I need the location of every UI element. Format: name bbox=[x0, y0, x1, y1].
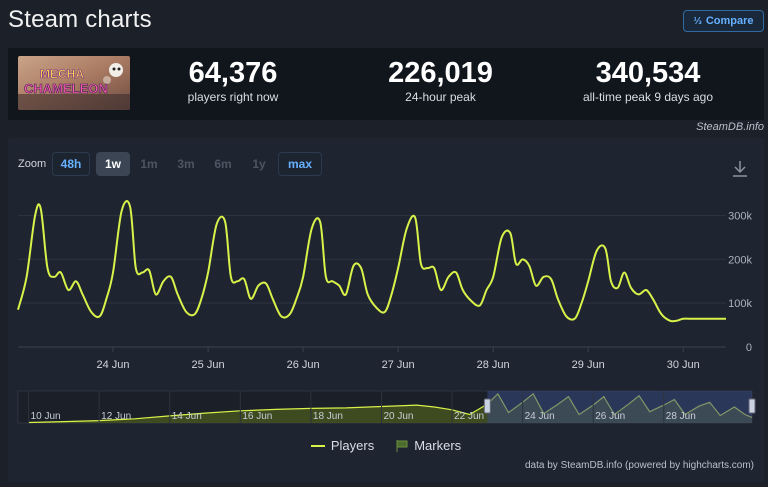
navigator-tick-label: 10 Jun bbox=[31, 411, 61, 422]
navigator-tick-label: 28 Jun bbox=[666, 411, 696, 422]
x-tick-label: 27 Jun bbox=[382, 359, 415, 371]
navigator-tick-label: 24 Jun bbox=[525, 411, 555, 422]
steamdb-credit[interactable]: SteamDB.info bbox=[696, 121, 764, 133]
navigator-selected-range[interactable] bbox=[487, 391, 752, 423]
page-title: Steam charts bbox=[8, 6, 152, 33]
stat-all-time-peak-value: 340,534 bbox=[595, 57, 701, 89]
zoom-1m-button: 1m bbox=[140, 157, 158, 171]
x-tick-label: 24 Jun bbox=[97, 359, 130, 371]
zoom-48h-button[interactable]: 48h bbox=[52, 152, 90, 176]
navigator-handle-left[interactable] bbox=[483, 398, 491, 414]
y-tick-label: 300k bbox=[728, 211, 752, 223]
zoom-1w-button[interactable]: 1w bbox=[96, 152, 130, 176]
legend-players[interactable]: Players bbox=[310, 438, 375, 453]
stat-current-label: players right now bbox=[187, 90, 279, 104]
game-logo[interactable]: MECHA CHAMELEON bbox=[18, 56, 130, 110]
flag-icon bbox=[396, 439, 408, 452]
x-tick-label: 30 Jun bbox=[667, 359, 700, 371]
stat-24h-peak: 226,019 24-hour peak bbox=[368, 56, 513, 104]
y-tick-label: 200k bbox=[728, 254, 752, 266]
download-icon[interactable] bbox=[732, 160, 748, 178]
legend-players-swatch bbox=[310, 444, 325, 447]
legend-markers[interactable]: Markers bbox=[396, 438, 461, 453]
navigator-tick-label: 12 Jun bbox=[101, 411, 131, 422]
players-series-line bbox=[17, 200, 726, 323]
y-tick-label: 100k bbox=[728, 298, 752, 310]
players-chart: 0 100k 200k 300k 24 Jun 25 Jun 26 Jun 27 Jun 28 … bbox=[17, 200, 756, 424]
zoom-3m-button: 3m bbox=[177, 157, 195, 171]
x-tick-label: 26 Jun bbox=[287, 359, 320, 371]
navigator-tick-label: 14 Jun bbox=[172, 411, 202, 422]
zoom-1y-button: 1y bbox=[252, 157, 266, 171]
navigator-tick-label: 20 Jun bbox=[383, 411, 413, 422]
chart-legend: Players Markers bbox=[8, 438, 764, 453]
navigator-tick-label: 16 Jun bbox=[242, 411, 272, 422]
navigator-tick-label: 18 Jun bbox=[313, 411, 343, 422]
compare-button[interactable]: ⅓ Compare bbox=[683, 10, 764, 32]
stat-all-time-peak-label: all-time peak 9 days ago bbox=[582, 90, 714, 104]
stat-current: 64,376 players right now bbox=[168, 56, 298, 104]
stat-24h-peak-value: 226,019 bbox=[388, 57, 493, 89]
svg-text:CHAMELEON: CHAMELEON bbox=[24, 81, 108, 96]
header: Steam charts ⅓ Compare bbox=[0, 0, 768, 44]
x-tick-label: 29 Jun bbox=[572, 359, 605, 371]
navigator-handle-right[interactable] bbox=[748, 398, 756, 414]
game-logo-image: MECHA CHAMELEON bbox=[18, 56, 130, 110]
stat-all-time-peak: 340,534 all-time peak 9 days ago bbox=[568, 56, 728, 104]
navigator-tick-label: 26 Jun bbox=[595, 411, 625, 422]
x-tick-label: 25 Jun bbox=[192, 359, 225, 371]
legend-players-label: Players bbox=[330, 438, 375, 453]
stat-24h-peak-label: 24-hour peak bbox=[405, 90, 476, 104]
zoom-label: Zoom bbox=[18, 158, 47, 170]
legend-markers-label: Markers bbox=[414, 438, 462, 453]
navigator-tick-label: 22 Jun bbox=[454, 411, 484, 422]
svg-text:MECHA: MECHA bbox=[40, 67, 84, 81]
stats-panel: MECHA CHAMELEON 64,376 players right now… bbox=[8, 48, 764, 120]
y-tick-label: 0 bbox=[746, 342, 752, 354]
chart-panel: 0 100k 200k 300k 24 Jun 25 Jun 26 Jun 27 Jun 28 … bbox=[8, 138, 764, 482]
x-tick-label: 28 Jun bbox=[477, 359, 510, 371]
zoom-max-button[interactable]: max bbox=[278, 152, 322, 176]
stat-current-value: 64,376 bbox=[188, 57, 278, 89]
zoom-6m-button: 6m bbox=[214, 157, 232, 171]
highcharts-credit[interactable]: data by SteamDB.info (powered by highcha… bbox=[525, 460, 754, 471]
compare-label: Compare bbox=[705, 15, 754, 27]
compare-icon: ⅓ bbox=[693, 15, 702, 27]
